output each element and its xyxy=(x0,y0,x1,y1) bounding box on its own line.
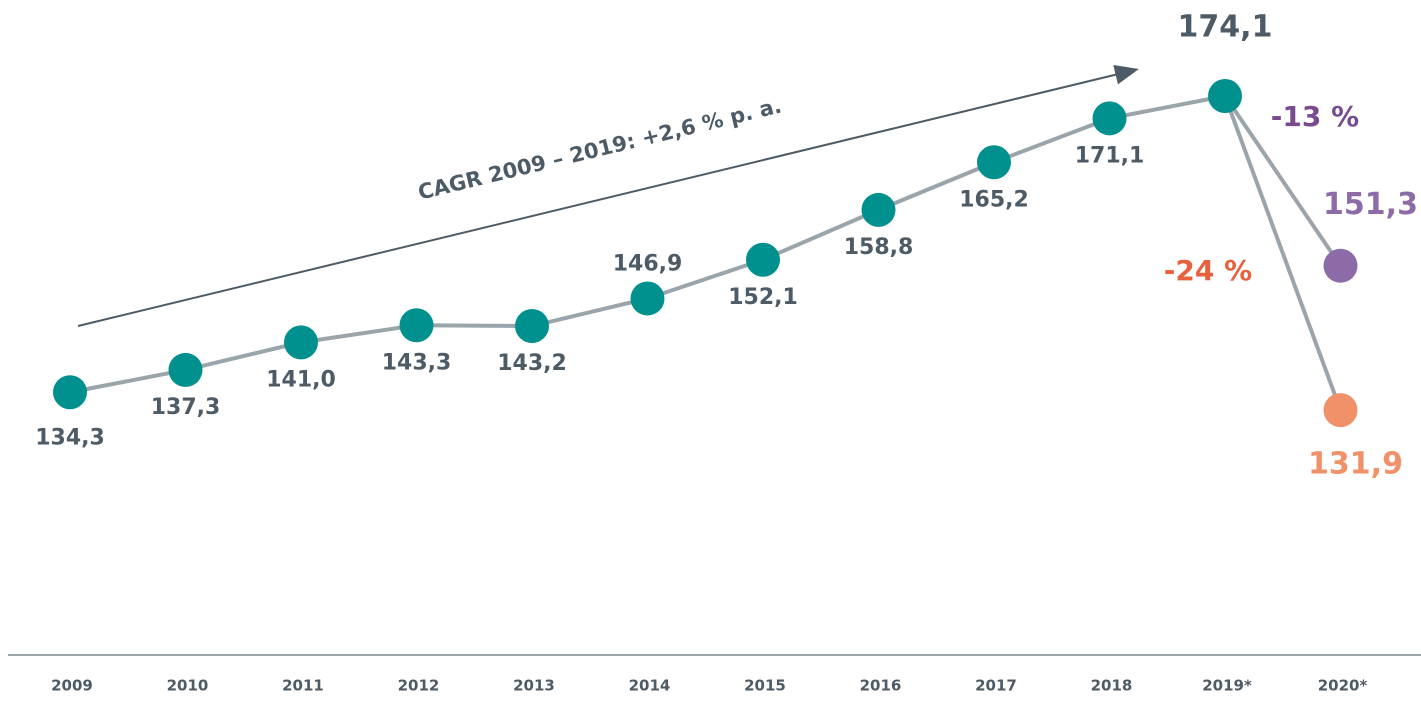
value-label: 134,3 xyxy=(35,425,105,450)
x-tick-label: 2009 xyxy=(51,677,93,695)
x-tick-label: 2019* xyxy=(1202,677,1252,695)
x-tick-label: 2017 xyxy=(975,677,1017,695)
value-label: 152,1 xyxy=(728,285,798,310)
x-tick-label: 2020* xyxy=(1318,677,1368,695)
point xyxy=(168,352,203,387)
value-label: 158,8 xyxy=(844,235,914,260)
point xyxy=(1092,101,1127,136)
x-tick-label: 2015 xyxy=(744,677,786,695)
value-label: 174,1 xyxy=(1178,10,1273,45)
drop-annotation: -24 % xyxy=(1164,254,1252,287)
x-tick-label: 2010 xyxy=(167,677,209,695)
value-label: 141,0 xyxy=(266,367,336,392)
cagr-annotation: CAGR 2009 – 2019: +2,6 % p. a. xyxy=(416,94,784,205)
x-tick-label: 2013 xyxy=(513,677,555,695)
point xyxy=(399,308,434,343)
scenario-line xyxy=(1223,95,1343,411)
scenario-line xyxy=(1223,94,1343,267)
cagr-arrow xyxy=(77,64,1139,327)
value-label: 143,2 xyxy=(497,351,567,376)
x-tick-label: 2011 xyxy=(282,677,324,695)
value-label: 131,9 xyxy=(1308,447,1403,482)
point xyxy=(977,145,1011,180)
value-label: 165,2 xyxy=(959,187,1029,212)
point xyxy=(1323,393,1358,428)
point xyxy=(284,325,318,360)
point xyxy=(861,192,896,227)
point xyxy=(746,242,780,277)
point xyxy=(53,375,87,410)
value-label: 137,3 xyxy=(151,395,221,420)
value-label: 171,1 xyxy=(1075,143,1145,168)
x-tick-label: 2016 xyxy=(860,677,902,695)
point xyxy=(1323,248,1358,283)
drop-annotation: -13 % xyxy=(1271,100,1359,133)
point xyxy=(630,281,665,316)
value-label: 146,9 xyxy=(613,251,683,276)
value-label: 151,3 xyxy=(1323,187,1418,222)
x-tick-label: 2014 xyxy=(629,677,671,695)
point xyxy=(515,309,549,344)
value-label: 143,3 xyxy=(382,350,452,375)
x-tick-label: 2012 xyxy=(398,677,440,695)
point xyxy=(1208,79,1242,114)
x-tick-label: 2018 xyxy=(1091,677,1133,695)
